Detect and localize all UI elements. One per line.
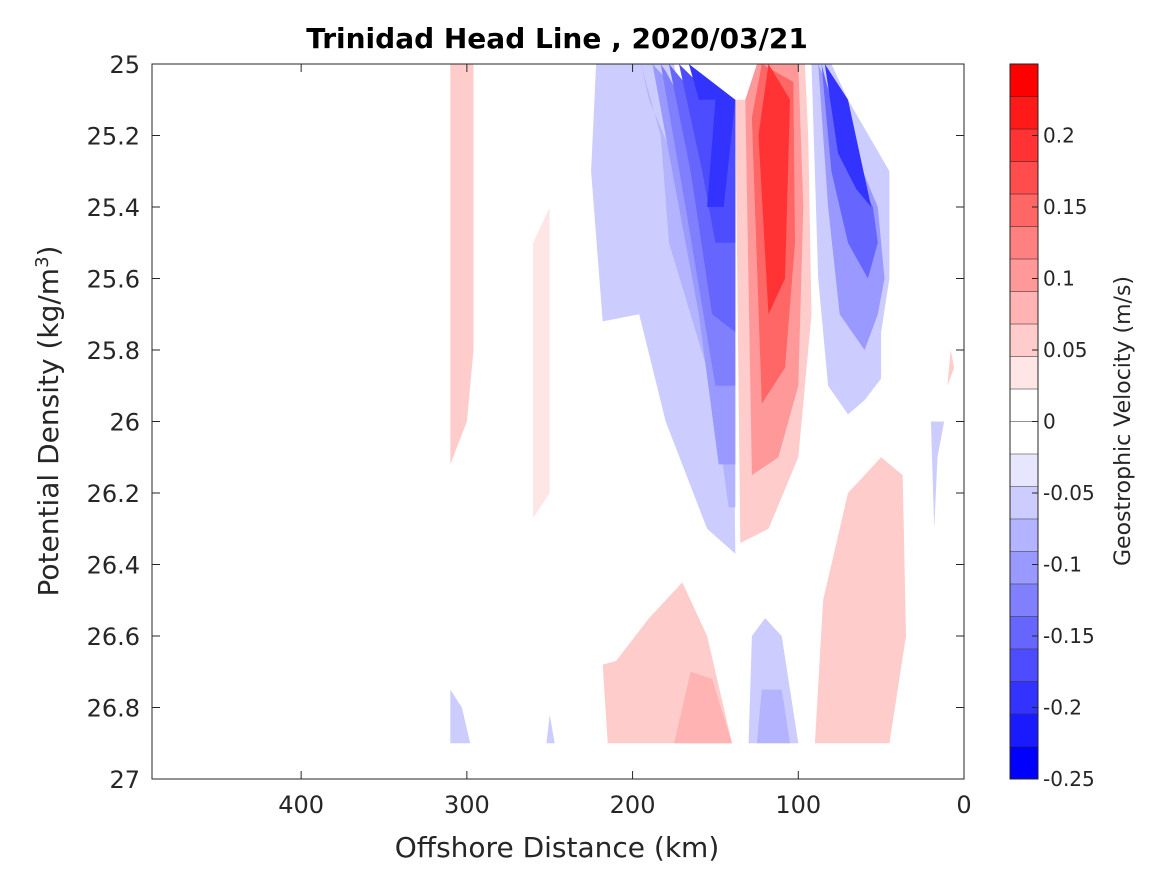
colorbar-band (1010, 746, 1038, 780)
plot-area (152, 64, 964, 779)
colorbar-band (1010, 324, 1038, 357)
contour-region-pos-core-4 (758, 64, 790, 315)
colorbar-band (1010, 681, 1038, 715)
colorbar-band (1010, 649, 1038, 682)
colorbar-tick-label: -0.15 (1043, 624, 1095, 648)
colorbar-tick-label: -0.2 (1043, 696, 1082, 720)
colorbar-tick-label: -0.05 (1043, 481, 1095, 505)
y-tick-label: 25.2 (87, 123, 140, 151)
chart-title: Trinidad Head Line , 2020/03/21 (306, 22, 808, 55)
colorbar-tick-label: -0.25 (1043, 767, 1095, 791)
contour-region-pos-bottom-2 (674, 671, 732, 744)
colorbar-band (1010, 356, 1038, 390)
colorbar-tick-label: 0.15 (1043, 195, 1088, 219)
colorbar-tick-label: -0.1 (1043, 553, 1082, 577)
y-tick-label: 26.2 (87, 480, 140, 508)
colorbar-tick-label: 0.2 (1043, 124, 1075, 148)
y-axis-label-suffix: ) (32, 246, 65, 257)
x-tick-label: 400 (278, 791, 324, 819)
y-tick-label: 26.8 (87, 695, 140, 723)
contour-region-neg-2 (640, 64, 736, 508)
colorbar-band (1010, 194, 1038, 227)
colorbar-band (1010, 584, 1038, 617)
y-tick-label: 25.8 (87, 337, 140, 365)
contour-region-pos-right-1 (814, 457, 906, 744)
x-tick-label: 200 (610, 791, 656, 819)
colorbar-band (1010, 616, 1038, 650)
colorbar-band (1010, 226, 1038, 260)
y-tick-label: 25 (109, 51, 140, 79)
colorbar: -0.25 -0.2 -0.15 -0.1 -0.05 0 0.05 0.1 0.15 0.2 (1009, 63, 1095, 791)
colorbar-band (1010, 64, 1038, 97)
colorbar-band (1010, 389, 1038, 422)
y-axis-label: Potential Density (kg/m3) (32, 246, 65, 597)
x-axis-label: Offshore Distance (km) (395, 831, 720, 864)
colorbar-band (1010, 519, 1038, 552)
contour-region-pos-left-2 (533, 207, 550, 518)
contour-region-neg-bottom-mid (546, 714, 555, 744)
y-tick-label: 26.4 (87, 552, 140, 580)
colorbar-band (1010, 486, 1038, 520)
colorbar-tick-label: 0.05 (1043, 338, 1088, 362)
colorbar-band (1010, 714, 1038, 747)
colorbar-band (1010, 96, 1038, 130)
y-axis-label-main: Potential Density (kg/m (32, 268, 65, 597)
colorbar-band (1010, 259, 1038, 292)
y-tick-label: 25.4 (87, 194, 140, 222)
y-tick-label: 25.6 (87, 266, 140, 294)
x-tick-label: 300 (444, 791, 490, 819)
contour-region-pos-left-1 (450, 64, 474, 465)
colorbar-band (1010, 161, 1038, 195)
colorbar-band (1010, 454, 1038, 487)
x-tick-label: 100 (775, 791, 821, 819)
contour-region-neg-right-4 (824, 64, 872, 207)
colorbar-band (1010, 291, 1038, 325)
colorbar-tick-label: 0.1 (1043, 267, 1075, 291)
colorbar-band (1010, 129, 1038, 162)
y-tick-label: 26 (109, 409, 140, 437)
y-tick-label: 27 (109, 766, 140, 794)
colorbar-label: Geostrophic Velocity (m/s) (1111, 276, 1136, 566)
y-tick-label: 26.6 (87, 623, 140, 651)
contour-region-pos-far-right (947, 350, 955, 386)
colorbar-band (1010, 421, 1038, 455)
colorbar-band (1010, 551, 1038, 585)
y-axis-label-superscript: 3 (32, 256, 53, 267)
contour-region-neg-1 (591, 64, 736, 554)
colorbar-tick-label: 0 (1043, 410, 1056, 434)
axes: 400 300 200 100 0 25 25.2 25.4 25.6 25.8 26 26.2 26.… (87, 51, 972, 819)
contour-region-neg-bottom-left (450, 689, 471, 744)
contour-region-neg-far-right (930, 421, 945, 529)
contour-region-neg-bottom-2 (756, 689, 790, 744)
x-tick-label: 0 (956, 791, 971, 819)
contour-region-neg-7 (688, 64, 736, 207)
